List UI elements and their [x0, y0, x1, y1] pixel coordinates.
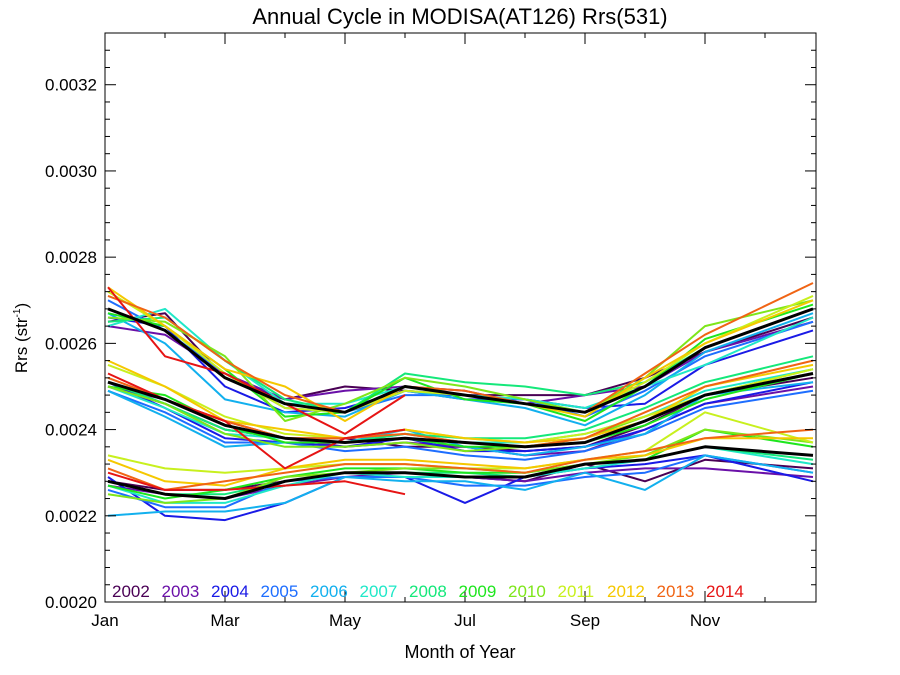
y-tick-label: 0.0022 — [45, 507, 97, 526]
mean-line-1 — [107, 307, 814, 414]
y-tick-label: 0.0030 — [45, 162, 97, 181]
series-line-2012-1 — [107, 286, 814, 422]
series-line-2014-3 — [107, 471, 406, 496]
y-tick-label: 0.0020 — [45, 593, 97, 612]
x-tick-label: Nov — [690, 611, 721, 630]
ticks-layer: 0.0020 0.0022 0.0024 0.0026 0.0028 0.0030 0.00… — [45, 33, 816, 630]
y-tick-label: 0.0026 — [45, 334, 97, 353]
legend-item-2003: 2003 — [162, 582, 200, 601]
series-line-2009-3 — [107, 428, 814, 500]
chart-title: Annual Cycle in MODISA(AT126) Rrs(531) — [252, 4, 667, 29]
mean-line-3 — [107, 445, 814, 500]
x-tick-label: Jan — [91, 611, 118, 630]
legend-item-2009: 2009 — [459, 582, 497, 601]
series-line-2004-3 — [107, 454, 814, 522]
legend-item-2006: 2006 — [310, 582, 348, 601]
legend-item-2014: 2014 — [706, 582, 744, 601]
y-axis-label-sup: -1 — [12, 308, 23, 317]
y-tick-label: 0.0024 — [45, 421, 97, 440]
legend-item-2004: 2004 — [211, 582, 249, 601]
series-layer — [107, 282, 814, 522]
legend-item-2012: 2012 — [607, 582, 645, 601]
legend-item-2011: 2011 — [558, 582, 595, 601]
series-line-2013-3 — [107, 428, 814, 491]
x-tick-label: Jul — [454, 611, 476, 630]
legend-item-2002: 2002 — [112, 582, 150, 601]
series-line-2014-1 — [107, 286, 406, 435]
svg-text:Rrs (str-1): Rrs (str-1) — [12, 303, 31, 373]
series-line-2011-1 — [107, 290, 814, 414]
series-line-2004-2 — [107, 381, 814, 453]
y-tick-label: 0.0032 — [45, 76, 97, 95]
legend-item-2013: 2013 — [657, 582, 695, 601]
y-tick-label: 0.0028 — [45, 248, 97, 267]
y-axis-label-main: Rrs (str — [12, 317, 31, 373]
x-tick-label: Sep — [570, 611, 600, 630]
series-line-2012-3 — [107, 437, 813, 487]
legend-item-2005: 2005 — [261, 582, 299, 601]
mean-line-2 — [107, 372, 814, 449]
series-line-2006-3 — [107, 454, 814, 517]
legend-item-2010: 2010 — [508, 582, 546, 601]
legend: 2002 2003 2004 2005 2006 2007 2008 2009 2010 2011… — [112, 582, 744, 601]
series-line-2010-1 — [107, 299, 814, 422]
y-axis-label-close: ) — [12, 303, 31, 309]
mean-series-layer — [107, 307, 814, 500]
series-line-2006-1 — [107, 312, 814, 427]
series-line-2008-2 — [107, 355, 814, 444]
x-tick-label: May — [329, 611, 362, 630]
plot-frame — [104, 32, 817, 603]
legend-item-2008: 2008 — [409, 582, 447, 601]
series-line-2005-2 — [107, 389, 814, 461]
series-line-2013-1 — [107, 282, 814, 414]
legend-item-2007: 2007 — [360, 582, 398, 601]
x-tick-label: Mar — [210, 611, 240, 630]
x-axis-label: Month of Year — [404, 642, 515, 662]
y-axis-label: Rrs (str-1) — [12, 303, 31, 373]
